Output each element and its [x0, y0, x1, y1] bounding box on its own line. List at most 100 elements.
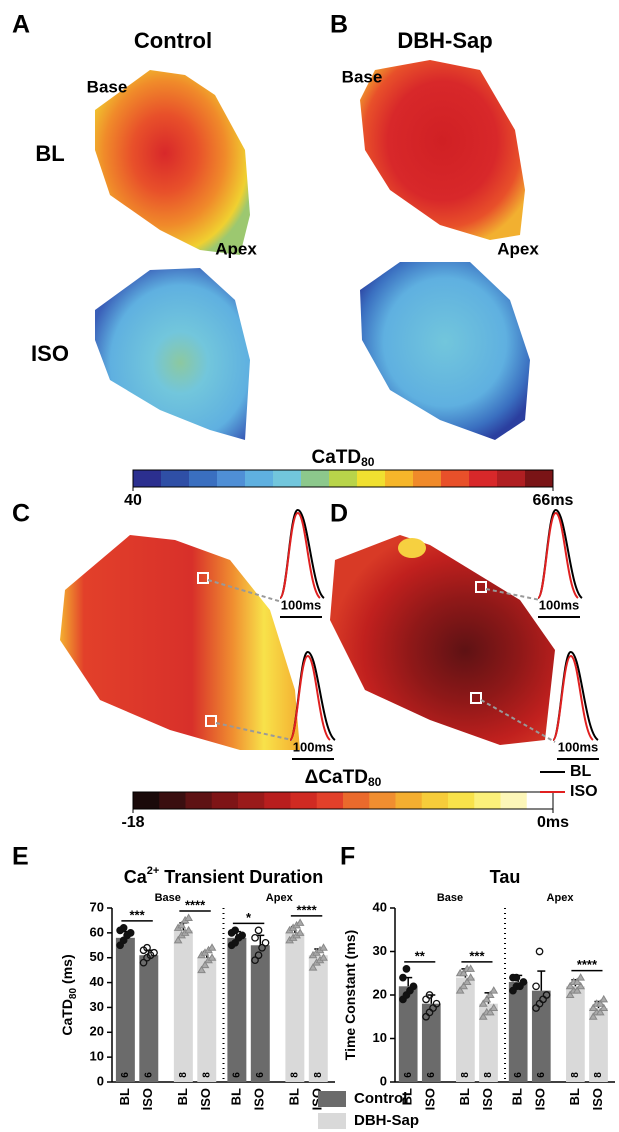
n-label: 8	[483, 1072, 494, 1078]
colorbar-title: ΔCaTD80	[305, 767, 382, 789]
x-tick-label: BL	[510, 1088, 525, 1105]
n-label: 6	[120, 1072, 131, 1078]
map-label: Apex	[497, 239, 539, 258]
data-point	[232, 927, 238, 933]
significance-label: **	[415, 948, 426, 963]
colorbar-cell	[133, 792, 160, 809]
panel-label: D	[330, 500, 348, 528]
section-label: Base	[155, 892, 181, 904]
map-label: Base	[87, 77, 128, 96]
chart-title: Ca2+Transient Duration	[124, 865, 324, 887]
y-tick-label: 20	[373, 986, 387, 1001]
significance-label: ****	[577, 957, 598, 972]
y-axis-label-text: CaTD	[59, 999, 75, 1036]
y-tick-label: 70	[90, 899, 104, 914]
colorbar-tick-label: -18	[121, 814, 144, 831]
n-label: 8	[201, 1072, 212, 1078]
figure: A B C D E F Control DBH-Sap BL ISO Base …	[0, 0, 619, 1132]
row-title: BL	[35, 141, 64, 166]
bar	[174, 930, 193, 1082]
colorbar-cell	[448, 792, 475, 809]
legend-label: BL	[570, 763, 592, 780]
x-tick-label: BL	[457, 1088, 472, 1105]
data-point	[577, 974, 584, 980]
data-point	[252, 935, 258, 941]
y-tick-label: 0	[380, 1073, 387, 1088]
bar	[139, 955, 158, 1082]
heat-map	[330, 535, 555, 745]
y-axis-label-text: Time Constant (ms)	[342, 930, 358, 1060]
data-point	[533, 983, 539, 989]
y-tick-label: 10	[90, 1049, 104, 1064]
scale-label: 100ms	[293, 739, 333, 754]
colorbar-cell	[501, 792, 528, 809]
colorbar-cell	[245, 470, 274, 487]
column-title: DBH-Sap	[397, 28, 492, 53]
y-tick-label: 10	[373, 1030, 387, 1045]
data-point	[239, 932, 245, 938]
colorbar-cell	[441, 470, 470, 487]
section-label: Apex	[547, 892, 575, 904]
colorbar-cell	[291, 792, 318, 809]
y-tick-label: 50	[90, 949, 104, 964]
colorbar-cell	[189, 470, 218, 487]
chart-title-text: Tau	[490, 867, 521, 887]
y-tick-label: 30	[373, 943, 387, 958]
colorbar-cell	[317, 792, 344, 809]
n-label: 6	[513, 1072, 524, 1078]
colorbar-cell	[159, 792, 186, 809]
x-tick-label: ISO	[423, 1088, 438, 1110]
colorbar-cell	[422, 792, 449, 809]
colorbar-cell	[369, 792, 396, 809]
legend-label: Control	[354, 1090, 407, 1107]
colorbar-cell	[238, 792, 265, 809]
colorbar-cell	[212, 792, 239, 809]
data-point	[209, 944, 216, 950]
trace	[538, 513, 578, 598]
panel-label: C	[12, 500, 30, 528]
y-axis-label: CaTD80(ms)	[59, 954, 79, 1035]
data-point	[262, 940, 268, 946]
legend-label: DBH-Sap	[354, 1112, 419, 1129]
bar	[197, 958, 216, 1082]
n-label: 6	[143, 1072, 154, 1078]
colorbar-cell	[413, 470, 442, 487]
y-tick-label: 40	[373, 899, 387, 914]
legend-swatch	[318, 1113, 346, 1129]
bar	[532, 991, 551, 1082]
colorbar-cell	[186, 792, 213, 809]
legend-swatch	[318, 1091, 346, 1107]
data-point	[600, 996, 607, 1002]
colorbar-title-text: CaTD	[312, 447, 362, 468]
y-axis-label-sub: 80	[68, 988, 79, 1000]
n-label: 6	[255, 1072, 266, 1078]
colorbar-cell	[396, 792, 423, 809]
n-label: 8	[593, 1072, 604, 1078]
heat-map	[95, 70, 250, 255]
n-label: 6	[536, 1072, 547, 1078]
significance-label: ****	[185, 897, 206, 912]
y-axis-label: Time Constant (ms)	[342, 930, 358, 1060]
colorbar-cell	[357, 470, 386, 487]
colorbar-title: CaTD80	[312, 447, 375, 469]
significance-label: ****	[296, 902, 317, 917]
data-point	[297, 929, 304, 935]
bar	[285, 933, 304, 1082]
bar	[309, 955, 328, 1082]
n-label: 8	[290, 1072, 301, 1078]
data-point	[536, 948, 542, 954]
trace	[553, 656, 593, 740]
chart-title-rest: Transient Duration	[164, 867, 323, 887]
colorbar-cell	[527, 792, 554, 809]
section-label: Base	[437, 892, 463, 904]
significance-label: *	[246, 910, 252, 925]
data-point	[297, 919, 304, 925]
x-tick-label: ISO	[480, 1088, 495, 1110]
data-point	[467, 974, 474, 980]
significance-label: ***	[469, 948, 485, 963]
map-label: Base	[342, 67, 383, 86]
data-point	[423, 996, 429, 1002]
x-tick-label: BL	[567, 1088, 582, 1105]
colorbar-cell	[217, 470, 246, 487]
bar	[227, 938, 246, 1082]
